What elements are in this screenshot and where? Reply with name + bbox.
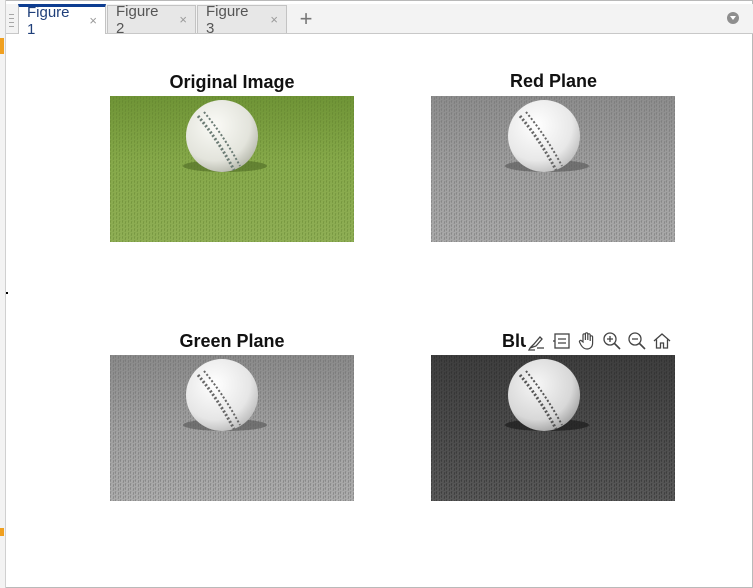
- image-original[interactable]: [110, 96, 354, 242]
- pan-hand-icon[interactable]: [576, 330, 598, 352]
- zoom-in-icon[interactable]: [601, 330, 623, 352]
- dropdown-menu-icon[interactable]: [727, 12, 739, 24]
- tab-figure-1[interactable]: Figure 1 ×: [18, 4, 106, 38]
- left-gutter: [0, 0, 6, 588]
- tab-label: Figure 2: [116, 2, 159, 37]
- subplot-title-green: Green Plane: [179, 331, 285, 351]
- image-red-plane[interactable]: [431, 96, 675, 242]
- dock-dot: [6, 292, 8, 294]
- brush-icon[interactable]: [526, 330, 548, 352]
- tab-label: Figure 3: [206, 2, 249, 37]
- image-green-plane[interactable]: [110, 355, 354, 501]
- zoom-out-icon[interactable]: [626, 330, 648, 352]
- subplot-title-red: Red Plane: [509, 71, 598, 91]
- grip-icon[interactable]: [9, 11, 14, 27]
- tab-figure-3[interactable]: Figure 3 ×: [197, 3, 287, 37]
- home-icon[interactable]: [651, 330, 673, 352]
- tab-strip: Figure 1 × Figure 2 × Figure 3 × +: [6, 3, 753, 38]
- gutter-marker-bottom: [0, 528, 4, 536]
- axes-toolbar: [526, 329, 673, 353]
- data-tip-icon[interactable]: [551, 330, 573, 352]
- close-icon[interactable]: ×: [89, 13, 97, 28]
- subplot-title-blue: Blu: [502, 331, 526, 351]
- close-icon[interactable]: ×: [270, 12, 278, 27]
- add-tab-button[interactable]: +: [299, 6, 313, 31]
- tab-figure-2[interactable]: Figure 2 ×: [107, 3, 196, 37]
- image-blue-plane[interactable]: [431, 355, 675, 501]
- subplot-title-original: Original Image: [169, 72, 295, 92]
- gutter-marker-top: [0, 38, 4, 54]
- tab-label: Figure 1: [27, 3, 70, 38]
- close-icon[interactable]: ×: [179, 12, 187, 27]
